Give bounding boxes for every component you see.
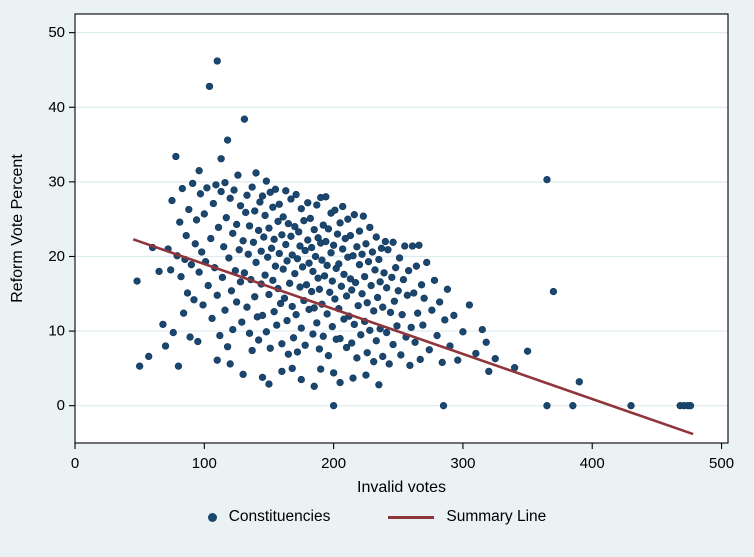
x-tick-label: 100 (192, 455, 217, 472)
y-tick-label: 10 (48, 323, 65, 340)
legend-marker-line-icon (388, 515, 435, 519)
x-tick-label: 0 (71, 455, 79, 472)
y-tick-label: 30 (48, 173, 65, 190)
legend-item-constituencies: Constituencies (207, 508, 331, 526)
x-axis-title: Invalid votes (357, 479, 446, 496)
legend: Constituencies Summary Line (0, 508, 754, 526)
constituencies-points (133, 57, 695, 410)
legend-label-constituencies: Constituencies (228, 508, 331, 525)
plot-area (75, 14, 728, 443)
x-tick-label: 500 (709, 455, 734, 472)
legend-marker-dot-icon (207, 512, 217, 522)
summary-line (132, 238, 694, 436)
legend-label-summary-line: Summary Line (446, 508, 547, 525)
y-axis-title: Reform Vote Percent (9, 154, 26, 303)
y-tick-label: 40 (48, 99, 65, 116)
x-tick-label: 400 (580, 455, 605, 472)
legend-item-summary-line: Summary Line (388, 508, 546, 526)
y-axis: 0 10 20 30 40 50 (48, 24, 75, 414)
y-tick-label: 20 (48, 248, 65, 265)
x-axis: 0 100 200 300 400 500 (71, 443, 734, 472)
plot-frame (74, 13, 729, 444)
y-tick-label: 0 (57, 397, 65, 414)
y-tick-label: 50 (48, 24, 65, 41)
x-tick-label: 200 (321, 455, 346, 472)
x-tick-label: 300 (450, 455, 475, 472)
